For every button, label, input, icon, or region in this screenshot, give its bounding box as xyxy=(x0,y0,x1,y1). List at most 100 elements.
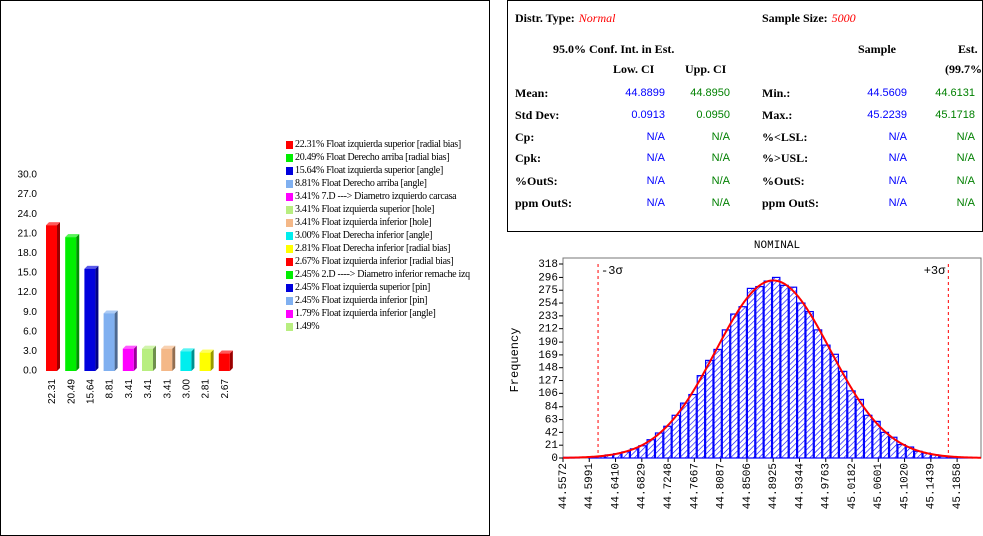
y-tick-label: 127 xyxy=(538,375,558,387)
legend-item: 2.45% Float izquierda superior [pin] xyxy=(286,282,482,293)
y-tick-label: 12.0 xyxy=(18,287,38,298)
value-label: 20.49 xyxy=(66,379,77,404)
bar-top xyxy=(180,348,195,352)
row-value: N/A xyxy=(711,175,730,187)
legend-label: 2.67% Float izquierda inferior [radial b… xyxy=(295,256,454,267)
legend-label: 15.64% Float izquierda superior [angle] xyxy=(295,165,443,176)
x-tick-label: 45.1020 xyxy=(899,463,911,509)
bar-top-shade xyxy=(46,222,60,226)
y-tick-label: 84 xyxy=(545,402,559,414)
x-tick-label: 44.8506 xyxy=(742,463,754,509)
legend-item: 15.64% Float izquierda superior [angle] xyxy=(286,165,482,176)
bar xyxy=(103,313,115,371)
column-header: Est. xyxy=(958,42,978,56)
legend-swatch xyxy=(286,167,293,175)
x-tick-label: 44.9763 xyxy=(821,463,833,509)
bar-side xyxy=(172,345,176,371)
bar-side xyxy=(133,345,137,371)
value-label: 3.00 xyxy=(182,379,193,399)
y-tick-label: 169 xyxy=(538,350,558,362)
bar xyxy=(180,351,192,371)
bar-side-shade xyxy=(191,348,195,371)
bar xyxy=(199,352,211,371)
x-tick-label: 44.6829 xyxy=(637,463,649,509)
row-value: N/A xyxy=(956,197,975,209)
y-tick-label: 9.0 xyxy=(23,307,37,318)
row-label: Max.: xyxy=(762,108,793,122)
fit-curve xyxy=(562,279,982,459)
legend-label: 2.81% Float Derecha inferior [radial bia… xyxy=(295,243,451,254)
row-label: Min.: xyxy=(762,86,791,100)
y-tick-label: 6.0 xyxy=(23,326,37,337)
legend-swatch xyxy=(286,232,293,240)
bar-side xyxy=(191,348,195,371)
bar-top xyxy=(46,222,60,226)
y-tick-label: 24.0 xyxy=(18,209,38,220)
y-tick-label: 318 xyxy=(538,259,558,271)
bar-top-shade xyxy=(218,350,233,354)
row-value: 45.1718 xyxy=(935,109,975,121)
legend-item: 3.00% Float Derecha inferior [angle] xyxy=(286,230,482,241)
sigma-label: +3σ xyxy=(924,264,946,278)
bar-side xyxy=(210,349,214,371)
y-tick-label: 106 xyxy=(538,388,558,400)
value-label: 2.81 xyxy=(201,379,212,399)
legend-swatch xyxy=(286,297,293,305)
label: Sample Size: xyxy=(762,11,828,25)
x-tick-label: 44.6410 xyxy=(610,463,622,509)
y-tick-label: 3.0 xyxy=(23,346,37,357)
legend-item: 2.45% Float izquierda inferior [pin] xyxy=(286,295,482,306)
legend-item: 2.45% 2.D ----> Diametro inferior remach… xyxy=(286,269,482,280)
legend-swatch xyxy=(286,284,293,292)
y-tick-label: 212 xyxy=(538,324,558,336)
bar-top-shade xyxy=(142,345,156,349)
row-label: Mean: xyxy=(515,86,549,100)
x-tick-label: 44.7667 xyxy=(689,463,701,509)
legend-item: 20.49% Float Derecho arriba [radial bias… xyxy=(286,152,482,163)
legend-item: 8.81% Float Derecho arriba [angle] xyxy=(286,178,482,189)
row-value: 44.5609 xyxy=(867,87,907,99)
histogram-bar xyxy=(847,390,856,459)
bar-top xyxy=(122,345,137,349)
bar xyxy=(46,225,57,371)
row-value: N/A xyxy=(646,197,665,209)
x-tick-label: 44.7248 xyxy=(663,463,675,509)
legend-swatch xyxy=(286,141,293,149)
row-value: N/A xyxy=(888,197,907,209)
legend-label: 3.41% 7.D ---> Diametro izquierdo carcas… xyxy=(295,191,457,202)
row-value: N/A xyxy=(646,175,665,187)
legend: 22.31% Float izquierda superior [radial … xyxy=(286,139,482,334)
bar-side xyxy=(229,350,233,371)
histogram-bar xyxy=(822,344,831,459)
row-value: N/A xyxy=(646,131,665,143)
legend-swatch xyxy=(286,271,293,279)
y-tick-label: 21 xyxy=(545,440,559,452)
value: 5000 xyxy=(831,11,856,25)
legend-item: 2.67% Float izquierda inferior [radial b… xyxy=(286,256,482,267)
row-value: N/A xyxy=(711,152,730,164)
bar-side xyxy=(76,234,80,371)
row-value: N/A xyxy=(888,131,907,143)
row-value: N/A xyxy=(956,175,975,187)
bar-top-shade xyxy=(84,265,99,269)
bar-side-shade xyxy=(210,349,214,371)
bar xyxy=(142,348,153,371)
chart-title: NOMINAL xyxy=(754,240,800,252)
histogram-bar xyxy=(830,353,839,459)
bar-top-shade xyxy=(122,345,137,349)
bar xyxy=(84,268,96,371)
x-tick-label: 44.8925 xyxy=(768,463,780,509)
row-value: 44.8950 xyxy=(690,87,730,99)
bar xyxy=(122,348,134,371)
x-tick-label: 45.1439 xyxy=(926,463,938,509)
bar-top xyxy=(65,234,80,238)
value-label: 22.31 xyxy=(47,379,58,404)
y-tick-label: 18.0 xyxy=(18,248,38,259)
row-value: 45.2239 xyxy=(867,109,907,121)
y-tick-label: 254 xyxy=(538,298,558,310)
legend-swatch xyxy=(286,154,293,162)
histogram-bar xyxy=(855,398,865,459)
histogram-bar xyxy=(679,402,689,459)
y-tick-label: 21.0 xyxy=(18,228,38,239)
row-value: N/A xyxy=(711,131,730,143)
